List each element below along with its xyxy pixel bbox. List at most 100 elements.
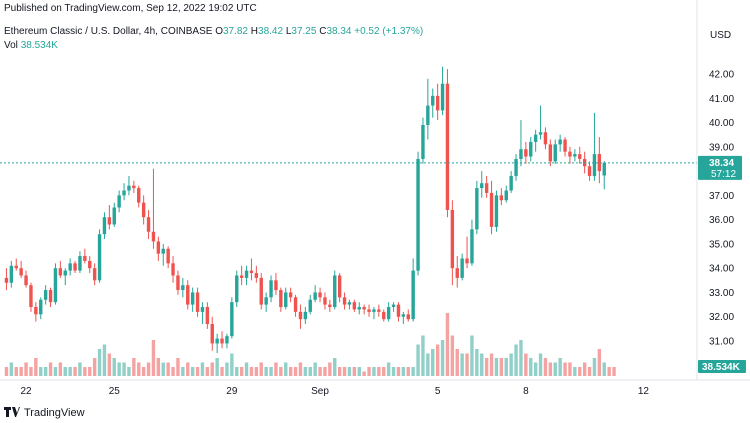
price-tick-label: 32.00 [709, 312, 734, 323]
candle [264, 292, 268, 312]
volume-bar [337, 367, 342, 376]
price-axis[interactable]: USD 30.0031.0032.0033.0034.0035.0036.003… [709, 30, 734, 372]
candle-body [499, 195, 504, 201]
candle-body [225, 336, 229, 344]
volume-bar [137, 362, 141, 376]
candle-body [83, 256, 87, 261]
candle-body [39, 299, 43, 315]
candle [602, 160, 606, 190]
volume-bars [4, 313, 616, 376]
candle-body [239, 275, 244, 278]
candle-body [440, 83, 445, 111]
candle [259, 273, 263, 310]
candle [406, 309, 410, 322]
candle-body [357, 307, 361, 310]
candle-body [68, 263, 72, 271]
candle [235, 270, 239, 308]
candle-body [352, 302, 357, 310]
tradingview-logo-icon [4, 406, 20, 420]
candle-body [347, 302, 352, 305]
volume-bar [563, 362, 567, 376]
volume-bar [313, 362, 317, 376]
volume-bar [573, 367, 577, 376]
volume-bar [186, 362, 190, 376]
volume-bar [102, 344, 107, 376]
candle [514, 154, 518, 181]
candle-body [186, 285, 190, 305]
candle [34, 302, 38, 322]
close-label: C [319, 26, 327, 37]
candle [573, 149, 577, 162]
candle [200, 302, 205, 325]
volume-bar [63, 367, 67, 376]
candle-body [235, 275, 239, 303]
volume-bar [244, 362, 249, 376]
candle [578, 146, 582, 164]
candle-body [445, 83, 450, 210]
volume-bar [558, 358, 562, 376]
candle [470, 219, 474, 266]
volume-bar [519, 340, 523, 376]
candle [230, 297, 234, 339]
price-tick-label: 35.00 [709, 239, 734, 250]
candle [318, 287, 322, 303]
candle-body [362, 307, 366, 310]
candle [411, 258, 415, 322]
candle [347, 299, 352, 310]
candle-body [249, 270, 254, 274]
time-axis[interactable]: 22 25 29 Sep 5 8 12 [20, 386, 649, 397]
volume-bar [4, 367, 9, 376]
candle-body [102, 217, 107, 235]
candle-body [519, 149, 523, 159]
candle-body [401, 314, 406, 317]
candle [284, 287, 288, 310]
candles [4, 66, 606, 354]
volume-bar [553, 362, 557, 376]
candle [239, 265, 244, 286]
open-label: O [215, 26, 223, 37]
candle [210, 316, 214, 351]
candle [151, 168, 156, 249]
volume-bar [215, 358, 219, 376]
candle [269, 275, 273, 303]
volume-bar [450, 335, 455, 376]
volume-bar [48, 362, 53, 376]
candle-body [132, 185, 136, 189]
candle-body [117, 195, 121, 208]
candle [362, 304, 366, 315]
candle [337, 273, 342, 303]
candle [220, 331, 224, 349]
volume-bar [269, 367, 273, 376]
candle-body [578, 154, 582, 159]
volume-bar [259, 362, 263, 376]
price-tick-label: 39.00 [709, 142, 734, 153]
candle-body [421, 124, 425, 159]
candle-body [137, 188, 141, 203]
candle [83, 248, 87, 264]
high-value: 38.42 [258, 26, 284, 37]
candle [372, 307, 376, 320]
volume-bar [328, 362, 332, 376]
candle [553, 139, 557, 164]
candle-body [313, 292, 317, 300]
volume-bar [401, 367, 406, 376]
volume-bar [445, 313, 450, 376]
volume-bar [230, 353, 234, 376]
candle [166, 246, 170, 269]
time-tick-label: 5 [435, 386, 441, 397]
candle-body [460, 258, 464, 278]
volume-bar [406, 367, 410, 376]
candle [455, 256, 459, 288]
volume-bar [489, 353, 494, 376]
volume-bar [200, 362, 205, 376]
volume-bar [357, 367, 361, 376]
candle-body [303, 311, 308, 320]
candle-body [88, 260, 92, 269]
candle [504, 185, 508, 203]
volume-bar [298, 362, 303, 376]
candle [401, 311, 406, 325]
volume-bar [171, 367, 175, 376]
volume-bar [426, 353, 430, 376]
volume-bar [480, 353, 484, 376]
